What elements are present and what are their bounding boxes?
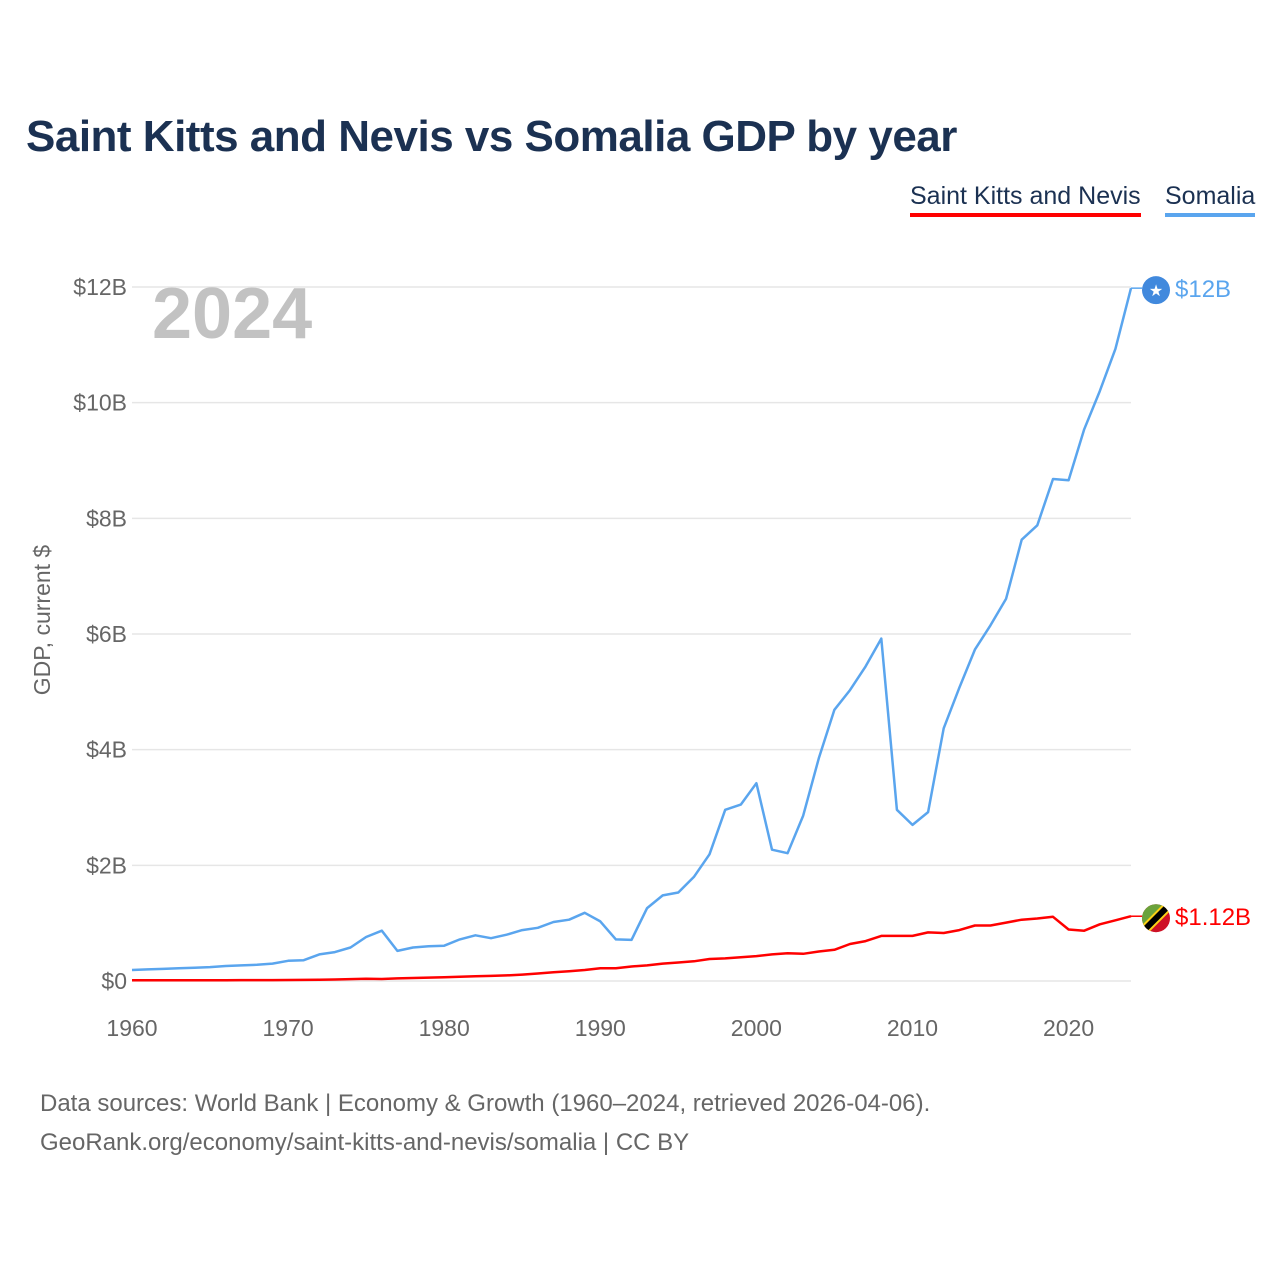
y-tick-label: $12B (73, 274, 127, 300)
chart-title: Saint Kitts and Nevis vs Somalia GDP by … (26, 112, 957, 161)
flag-body (1142, 904, 1170, 933)
data-sources: Data sources: World Bank | Economy & Gro… (40, 1090, 931, 1117)
end-value-label: $1.12B (1175, 904, 1251, 931)
y-tick-label: $2B (86, 852, 127, 878)
y-axis-label: GDP, current $ (29, 545, 55, 696)
source-link[interactable]: GeoRank.org/economy/saint-kitts-and-nevi… (40, 1129, 690, 1156)
x-tick-label: 1970 (263, 1015, 314, 1041)
y-tick-label: $4B (86, 737, 127, 763)
somalia-flag-icon (1142, 276, 1170, 305)
y-tick-label: $6B (86, 621, 127, 647)
series-line-saint-kitts-and-nevis (132, 914, 1132, 982)
y-tick-label: $8B (86, 505, 127, 531)
year-watermark: 2024 (152, 274, 312, 354)
x-tick-label: 1990 (575, 1015, 626, 1041)
y-tick-label: $10B (73, 390, 127, 416)
legend-somalia[interactable]: Somalia (1165, 182, 1256, 217)
x-tick-label: 1960 (106, 1015, 157, 1041)
legend-saint-kitts-and-nevis[interactable]: Saint Kitts and Nevis (910, 182, 1141, 217)
footer: Data sources: World Bank | Economy & Gro… (40, 1084, 930, 1162)
x-tick-label: 2020 (1043, 1015, 1094, 1041)
x-tick-label: 2000 (731, 1015, 782, 1041)
end-value-label: $12B (1175, 276, 1231, 303)
saint-kitts-flag-icon (1142, 904, 1170, 933)
star-icon: ★ (1149, 283, 1163, 300)
x-tick-label: 1980 (419, 1015, 470, 1041)
x-tick-label: 2010 (887, 1015, 938, 1041)
y-tick-label: $0 (101, 968, 127, 994)
series-line-somalia (131, 287, 1133, 972)
